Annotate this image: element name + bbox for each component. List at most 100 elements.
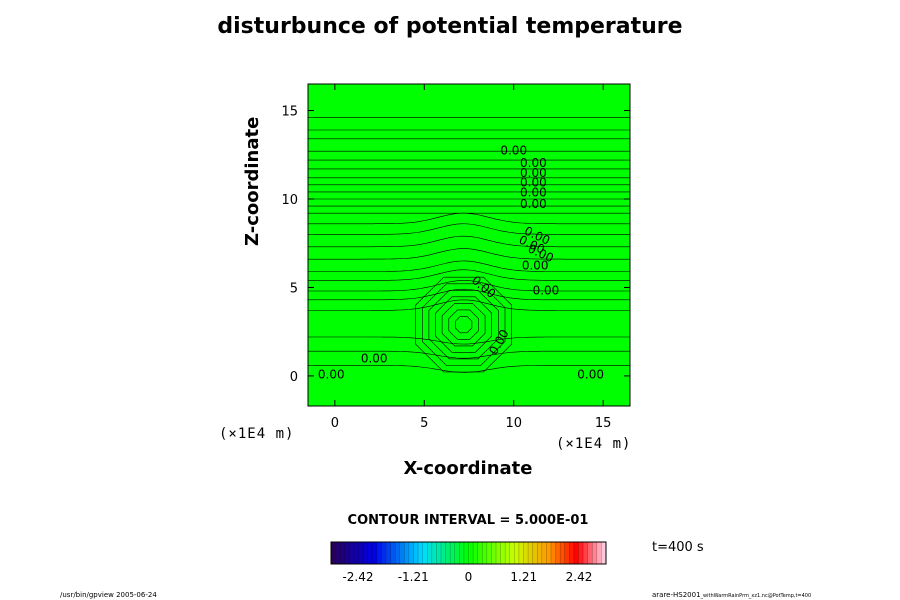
colorbar-cell bbox=[537, 542, 543, 564]
contour-line bbox=[308, 260, 630, 272]
colorbar-cell bbox=[381, 542, 387, 564]
y-scale-note: (×1E4 m) bbox=[219, 426, 295, 442]
x-tick-label: 0 bbox=[331, 416, 339, 431]
colorbar-cell bbox=[601, 542, 607, 564]
colorbar-cell bbox=[569, 542, 575, 564]
colorbar-cell bbox=[353, 542, 359, 564]
footer-right-small: _withWarmRainPrm_xz1.nc@PotTemp,t=400 bbox=[700, 593, 812, 599]
contour-label: 0.00 bbox=[520, 166, 547, 180]
colorbar-cell bbox=[592, 542, 598, 564]
colorbar-cell bbox=[445, 542, 451, 564]
x-axis-label: X-coordinate bbox=[403, 458, 533, 479]
colorbar-tick-label: -2.42 bbox=[342, 570, 373, 584]
colorbar-cell bbox=[431, 542, 437, 564]
colorbar-cell bbox=[372, 542, 378, 564]
contour-line bbox=[308, 235, 630, 248]
colorbar-cell bbox=[486, 542, 492, 564]
contour-label: 0.00 bbox=[520, 185, 547, 199]
colorbar-cell bbox=[564, 542, 570, 564]
colorbar: -2.42 -1.21 0 1.21 2.42 bbox=[330, 541, 607, 584]
colorbar-cell bbox=[587, 542, 593, 564]
colorbar-cell bbox=[459, 542, 465, 564]
colorbar-cell bbox=[441, 542, 446, 564]
colorbar-cell bbox=[500, 542, 506, 564]
colorbar-cell bbox=[583, 542, 589, 564]
colorbar-cell bbox=[413, 542, 419, 564]
colorbar-cell bbox=[473, 542, 479, 564]
contour-label: 0.00 bbox=[500, 144, 527, 158]
contour-label: 0.00 bbox=[318, 368, 345, 382]
colorbar-cell bbox=[518, 542, 524, 564]
colorbar-cell bbox=[541, 542, 547, 564]
colorbar-cell bbox=[390, 542, 396, 564]
colorbar-cell bbox=[386, 542, 391, 564]
axes: 0 5 10 15 0 5 10 15 bbox=[281, 84, 630, 431]
colorbar-cell bbox=[408, 542, 414, 564]
contour-line bbox=[308, 269, 630, 281]
y-tick-label: 0 bbox=[290, 370, 298, 385]
colorbar-frame bbox=[330, 541, 607, 565]
contour-lines bbox=[308, 117, 630, 373]
x-tick-label: 15 bbox=[595, 416, 612, 431]
colorbar-tick-label: 0 bbox=[465, 570, 473, 584]
colorbar-cell bbox=[454, 542, 460, 564]
colorbar-cell bbox=[546, 542, 552, 564]
colorbar-cell bbox=[560, 542, 566, 564]
contour-label: 0.00 bbox=[520, 156, 547, 170]
x-tick-label: 10 bbox=[505, 416, 522, 431]
colorbar-cell bbox=[344, 542, 350, 564]
y-axis-label: Z-coordinate bbox=[242, 116, 263, 246]
plot-area bbox=[307, 83, 631, 407]
colorbar-cell bbox=[555, 542, 561, 564]
contour-label: 0.00 bbox=[361, 352, 388, 366]
footer-right-main: arare-HS2001 bbox=[652, 591, 701, 599]
contour-ring bbox=[455, 316, 473, 334]
contour-line bbox=[308, 336, 630, 345]
colorbar-cell bbox=[395, 542, 401, 564]
colorbar-cell bbox=[367, 542, 373, 564]
contour-line bbox=[308, 299, 630, 311]
colorbar-tick-label: -1.21 bbox=[398, 570, 429, 584]
y-tick-label: 5 bbox=[290, 281, 298, 296]
colorbar-cell bbox=[340, 542, 346, 564]
x-tick-label: 5 bbox=[420, 416, 428, 431]
colorbar-tick-label: 2.42 bbox=[566, 570, 593, 584]
contour-ring bbox=[435, 296, 493, 353]
time-label: t=400 s bbox=[652, 540, 704, 555]
contour-label: 0.00 bbox=[533, 284, 560, 298]
colorbar-cell bbox=[551, 542, 556, 564]
colorbar-cell bbox=[596, 542, 602, 564]
chart-title: disturbunce of potential temperature bbox=[217, 14, 683, 39]
contour-interval-label: CONTOUR INTERVAL = 5.000E-01 bbox=[347, 513, 589, 528]
colorbar-cell bbox=[578, 542, 584, 564]
colorbar-cell bbox=[463, 542, 469, 564]
colorbar-tick-label: 1.21 bbox=[510, 570, 537, 584]
contour-line bbox=[308, 248, 630, 260]
colorbar-cell bbox=[349, 542, 355, 564]
colorbar-cell bbox=[482, 542, 488, 564]
footer-left: /usr/bin/gpview 2005-06-24 bbox=[60, 591, 157, 599]
colorbar-cell bbox=[404, 542, 410, 564]
colorbar-cell bbox=[477, 542, 483, 564]
contour-label: 0.00 bbox=[520, 176, 547, 190]
contour-line bbox=[308, 280, 630, 292]
colorbar-cell bbox=[468, 542, 474, 564]
colorbar-cell bbox=[422, 542, 428, 564]
colorbar-cell bbox=[376, 542, 382, 564]
contour-label: 0.00 bbox=[577, 368, 604, 382]
colorbar-cell bbox=[427, 542, 433, 564]
contour-label: 0.00 bbox=[520, 197, 547, 211]
colorbar-cell bbox=[523, 542, 529, 564]
contour-ring bbox=[421, 283, 506, 366]
contour-line bbox=[308, 212, 630, 225]
colorbar-cell bbox=[450, 542, 456, 564]
contour-line bbox=[308, 288, 630, 301]
colorbar-cell bbox=[418, 542, 424, 564]
footer-right: arare-HS2001_withWarmRainPrm_xz1.nc@PotT… bbox=[652, 591, 811, 599]
colorbar-cell bbox=[363, 542, 369, 564]
colorbar-cell bbox=[496, 542, 501, 564]
contour-label: 0.00 bbox=[522, 259, 549, 273]
colorbar-cell bbox=[532, 542, 538, 564]
colorbar-cell bbox=[528, 542, 534, 564]
